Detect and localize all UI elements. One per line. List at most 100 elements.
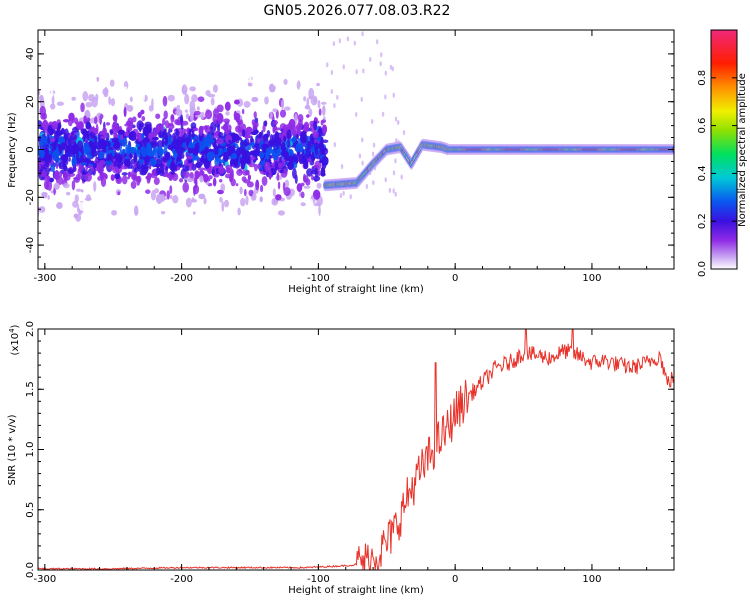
heatmap-cell <box>133 254 137 264</box>
heatmap-cell <box>49 265 56 269</box>
heatmap-cell <box>303 175 309 183</box>
heatmap-cell <box>183 171 190 178</box>
heatmap-cell <box>104 173 108 180</box>
heatmap-cell <box>191 230 197 236</box>
colorbar-tick-label: 0.8 <box>697 70 708 86</box>
spectrogram-x-tick-label: -200 <box>170 273 193 284</box>
heatmap-cell <box>91 96 98 108</box>
heatmap-cell <box>305 259 310 264</box>
snr-x-axis-label: Height of straight line (km) <box>288 585 424 596</box>
heatmap-cell <box>226 246 230 255</box>
heatmap-cell <box>187 159 193 164</box>
heatmap-cell <box>176 166 181 171</box>
heatmap-cell <box>40 221 46 233</box>
heatmap-cell <box>158 166 165 177</box>
heatmap-cell <box>212 84 218 93</box>
heatmap-cell <box>164 134 169 146</box>
spectrogram-y-tick-label: -20 <box>25 189 36 205</box>
heatmap-cell <box>78 201 86 212</box>
heatmap-cell <box>68 112 75 122</box>
heatmap-cell <box>271 222 278 232</box>
heatmap-cell <box>166 41 173 49</box>
heatmap-cell <box>262 124 266 133</box>
heatmap-cell <box>99 130 104 136</box>
heatmap-cell <box>317 31 325 41</box>
snr-background <box>38 329 674 570</box>
heatmap-cell <box>68 235 74 241</box>
heatmap-cell <box>105 30 111 36</box>
heatmap-cell <box>362 68 365 74</box>
heatmap-cell <box>109 258 117 268</box>
heatmap-cell <box>336 94 339 100</box>
heatmap-cell <box>182 142 187 149</box>
heatmap-cell <box>81 244 87 256</box>
heatmap-cell <box>237 207 241 216</box>
heatmap-cell <box>225 111 230 116</box>
heatmap-cell <box>338 38 342 44</box>
heatmap-cell <box>303 96 307 102</box>
heatmap-cell <box>83 115 87 124</box>
heatmap-cell <box>126 146 130 153</box>
heatmap-cell <box>40 170 48 178</box>
heatmap-cell <box>251 96 259 102</box>
heatmap-cell <box>146 142 152 154</box>
heatmap-cell <box>280 99 285 110</box>
heatmap-cell <box>297 114 304 123</box>
heatmap-cell <box>313 175 321 182</box>
heatmap-cell <box>203 158 207 164</box>
heatmap-cell <box>297 257 304 261</box>
snr-line-series <box>38 329 674 570</box>
heatmap-cell <box>249 208 253 217</box>
heatmap-cell <box>321 156 329 166</box>
heatmap-cell <box>226 124 232 132</box>
heatmap-cell <box>269 111 273 120</box>
heatmap-cell <box>268 220 274 226</box>
heatmap-cell <box>58 47 62 52</box>
heatmap-cell <box>130 202 136 208</box>
heatmap-cell <box>152 38 159 49</box>
heatmap-cell <box>183 131 187 143</box>
heatmap-cell <box>171 80 175 92</box>
heatmap-cell <box>318 108 322 116</box>
heatmap-cell <box>299 265 306 269</box>
heatmap-cell <box>291 96 297 101</box>
heatmap-cell <box>251 78 258 86</box>
heatmap-cell <box>222 123 228 132</box>
heatmap-cell <box>78 162 83 173</box>
heatmap-cell <box>195 162 202 169</box>
heatmap-cell <box>204 125 208 131</box>
heatmap-cell <box>174 119 179 125</box>
heatmap-cell <box>73 117 79 125</box>
heatmap-cell <box>232 237 237 247</box>
heatmap-cell <box>273 215 279 221</box>
heatmap-cell <box>184 128 187 133</box>
heatmap-cell <box>213 145 219 156</box>
heatmap-cell <box>272 108 278 113</box>
heatmap-cell <box>273 119 278 126</box>
heatmap-cell <box>212 177 217 187</box>
heatmap-cell <box>237 90 245 95</box>
heatmap-cell <box>107 55 112 60</box>
heatmap-cell <box>136 175 142 183</box>
heatmap-cell <box>264 135 269 147</box>
heatmap-cell <box>297 64 302 70</box>
heatmap-cell <box>160 236 164 240</box>
heatmap-cell <box>135 143 140 148</box>
heatmap-cell <box>130 222 135 231</box>
heatmap-cell <box>308 96 312 100</box>
heatmap-cell <box>112 224 115 230</box>
heatmap-cell <box>181 84 188 95</box>
snr-y-tick-label: 2.0 <box>25 321 36 337</box>
heatmap-cell <box>44 41 49 52</box>
colorbar-gradient <box>711 30 737 269</box>
heatmap-cell <box>292 168 297 179</box>
heatmap-cell <box>113 237 119 244</box>
heatmap-cell <box>82 221 87 231</box>
heatmap-cell <box>322 105 326 116</box>
heatmap-cell <box>320 260 325 265</box>
heatmap-cell <box>119 41 127 51</box>
heatmap-cell <box>191 131 195 139</box>
heatmap-cell <box>183 159 189 167</box>
heatmap-cell <box>60 142 66 150</box>
heatmap-cell <box>96 77 100 82</box>
